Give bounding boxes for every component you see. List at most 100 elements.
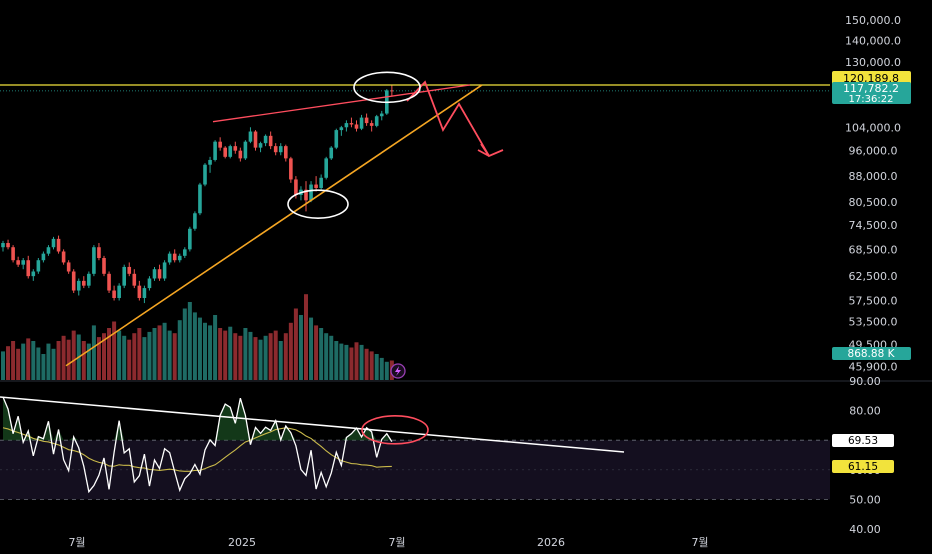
candle-body[interactable]	[167, 253, 172, 263]
lightning-icon[interactable]	[390, 363, 406, 379]
volume-bar	[11, 341, 16, 380]
candle-body[interactable]	[193, 213, 197, 229]
candle-body[interactable]	[147, 278, 152, 289]
candle-body[interactable]	[76, 280, 81, 291]
candle-body[interactable]	[16, 260, 20, 265]
candle-body[interactable]	[258, 143, 263, 148]
candle-body[interactable]	[36, 260, 41, 272]
candle-body[interactable]	[314, 184, 318, 188]
candle-body[interactable]	[284, 146, 288, 159]
candle-body[interactable]	[71, 271, 76, 291]
candle-body[interactable]	[218, 141, 222, 148]
candle-body[interactable]	[122, 266, 126, 286]
candle-body[interactable]	[127, 266, 132, 274]
volume-bar	[228, 326, 233, 380]
candle-body[interactable]	[390, 90, 394, 92]
candle-body[interactable]	[11, 247, 15, 261]
candle-body[interactable]	[238, 150, 243, 159]
volume-bar	[36, 347, 41, 380]
candle-body[interactable]	[364, 117, 369, 124]
candle-body[interactable]	[349, 123, 354, 125]
candle-body[interactable]	[228, 146, 233, 157]
candle-body[interactable]	[26, 260, 31, 277]
time-tick-label: 2026	[537, 536, 565, 549]
candle-body[interactable]	[243, 141, 248, 159]
candle-body[interactable]	[46, 247, 51, 254]
volume-bar	[112, 321, 117, 380]
volume-bar	[329, 335, 334, 380]
candle-body[interactable]	[157, 269, 162, 279]
volume-bar	[374, 354, 379, 380]
candle-body[interactable]	[319, 177, 323, 188]
volume-bar	[157, 325, 162, 380]
candle-body[interactable]	[304, 189, 308, 201]
candle-body[interactable]	[213, 141, 217, 160]
candle-body[interactable]	[208, 159, 212, 165]
candle-body[interactable]	[344, 123, 349, 128]
volume-bar	[324, 333, 329, 380]
candle-body[interactable]	[162, 262, 167, 279]
candle-body[interactable]	[223, 147, 227, 157]
candle-body[interactable]	[112, 290, 116, 298]
candle-body[interactable]	[1, 243, 5, 248]
candle-body[interactable]	[329, 147, 334, 159]
candle-body[interactable]	[92, 247, 96, 274]
rsi-tick-label: 90.00	[849, 375, 881, 388]
candle-body[interactable]	[248, 131, 253, 142]
rsi-ma-badge	[832, 460, 894, 473]
candle-body[interactable]	[339, 127, 344, 131]
rsi-tick-label: 80.00	[849, 405, 881, 418]
candle-body[interactable]	[152, 269, 157, 279]
candle-body[interactable]	[268, 135, 273, 147]
price-tick-label: 104,000.0	[845, 121, 901, 134]
candle-body[interactable]	[107, 273, 111, 291]
volume-bar	[41, 354, 46, 380]
candle-body[interactable]	[289, 158, 293, 180]
candle-body[interactable]	[188, 228, 192, 250]
candle-body[interactable]	[203, 164, 207, 185]
volume-bar	[107, 328, 112, 380]
candle-body[interactable]	[294, 179, 298, 195]
candle-body[interactable]	[102, 258, 106, 274]
rsi-tick-label: 50.00	[849, 493, 881, 506]
candle-body[interactable]	[309, 184, 313, 201]
candle-body[interactable]	[66, 262, 71, 272]
resistance-trendline	[212, 84, 471, 123]
candle-body[interactable]	[6, 243, 10, 248]
candle-body[interactable]	[41, 253, 46, 261]
candle-body[interactable]	[253, 131, 258, 148]
candle-body[interactable]	[172, 253, 177, 261]
candle-body[interactable]	[374, 116, 379, 126]
candle-body[interactable]	[334, 130, 339, 148]
candle-body[interactable]	[21, 260, 25, 265]
candle-body[interactable]	[137, 285, 142, 298]
candle-body[interactable]	[324, 158, 328, 178]
candle-body[interactable]	[379, 113, 384, 117]
candle-body[interactable]	[198, 184, 202, 214]
candle-body[interactable]	[97, 247, 101, 259]
candle-body[interactable]	[183, 249, 187, 256]
candle-body[interactable]	[56, 238, 61, 252]
candle-body[interactable]	[278, 146, 283, 153]
candle-body[interactable]	[142, 288, 147, 298]
candle-body[interactable]	[117, 285, 121, 298]
candle-body[interactable]	[82, 280, 86, 286]
candle-body[interactable]	[87, 273, 91, 286]
candle-body[interactable]	[359, 117, 364, 129]
candle-body[interactable]	[61, 251, 66, 263]
candle-body[interactable]	[233, 146, 238, 151]
volume-bar	[304, 294, 308, 380]
candle-body[interactable]	[31, 271, 36, 277]
candle-body[interactable]	[354, 124, 359, 129]
candle-body[interactable]	[369, 123, 374, 126]
volume-bar	[56, 341, 61, 380]
candle-body[interactable]	[273, 146, 278, 153]
candle-body[interactable]	[51, 238, 56, 248]
candle-body[interactable]	[177, 255, 182, 261]
countdown-label: 17:36:22	[849, 94, 894, 105]
rsi-value-label: 69.53	[848, 435, 878, 447]
candle-body[interactable]	[263, 135, 268, 144]
candle-body[interactable]	[132, 273, 137, 286]
